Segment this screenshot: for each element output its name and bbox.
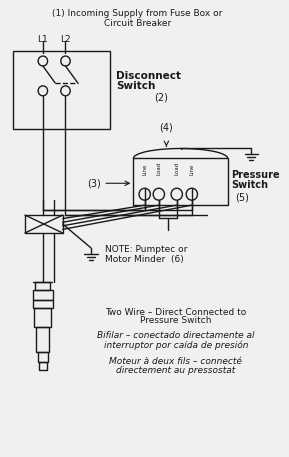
Text: L2: L2	[60, 35, 71, 44]
Text: Load: Load	[174, 162, 179, 175]
Bar	[39, 362, 47, 370]
Text: Switch: Switch	[231, 181, 268, 190]
Text: Motor Minder  (6): Motor Minder (6)	[105, 255, 184, 264]
Text: L1: L1	[38, 35, 48, 44]
Text: Moteur à deux fils – connecté: Moteur à deux fils – connecté	[109, 357, 242, 366]
Text: Load: Load	[156, 162, 161, 175]
Text: interruptor por caída de presión: interruptor por caída de presión	[103, 340, 248, 350]
Bar	[35, 282, 50, 290]
Text: (3): (3)	[87, 178, 100, 188]
Bar	[134, 159, 228, 205]
Text: (4): (4)	[160, 122, 173, 133]
Bar	[38, 352, 48, 362]
Text: Disconnect: Disconnect	[116, 71, 181, 81]
Text: (2): (2)	[154, 93, 168, 103]
Text: (1) Incoming Supply from Fuse Box or: (1) Incoming Supply from Fuse Box or	[52, 9, 222, 18]
Text: Pressure Switch: Pressure Switch	[140, 316, 212, 325]
Text: Line: Line	[142, 164, 147, 175]
Bar	[13, 51, 110, 128]
Bar	[36, 327, 49, 352]
Bar	[34, 308, 51, 327]
Text: Line: Line	[189, 164, 194, 175]
Text: Pressure: Pressure	[231, 170, 280, 181]
Bar	[32, 300, 53, 308]
Text: (5): (5)	[235, 192, 249, 202]
Text: Two Wire – Direct Connected to: Two Wire – Direct Connected to	[105, 308, 247, 317]
Bar	[32, 290, 53, 300]
Text: directement au pressostat: directement au pressostat	[116, 366, 236, 375]
Text: NOTE: Pumptec or: NOTE: Pumptec or	[105, 245, 188, 254]
Bar	[25, 215, 63, 233]
Text: Circuit Breaker: Circuit Breaker	[103, 19, 171, 28]
Text: Bifilar – conectado directamente al: Bifilar – conectado directamente al	[97, 331, 255, 340]
Text: Switch: Switch	[116, 81, 156, 91]
